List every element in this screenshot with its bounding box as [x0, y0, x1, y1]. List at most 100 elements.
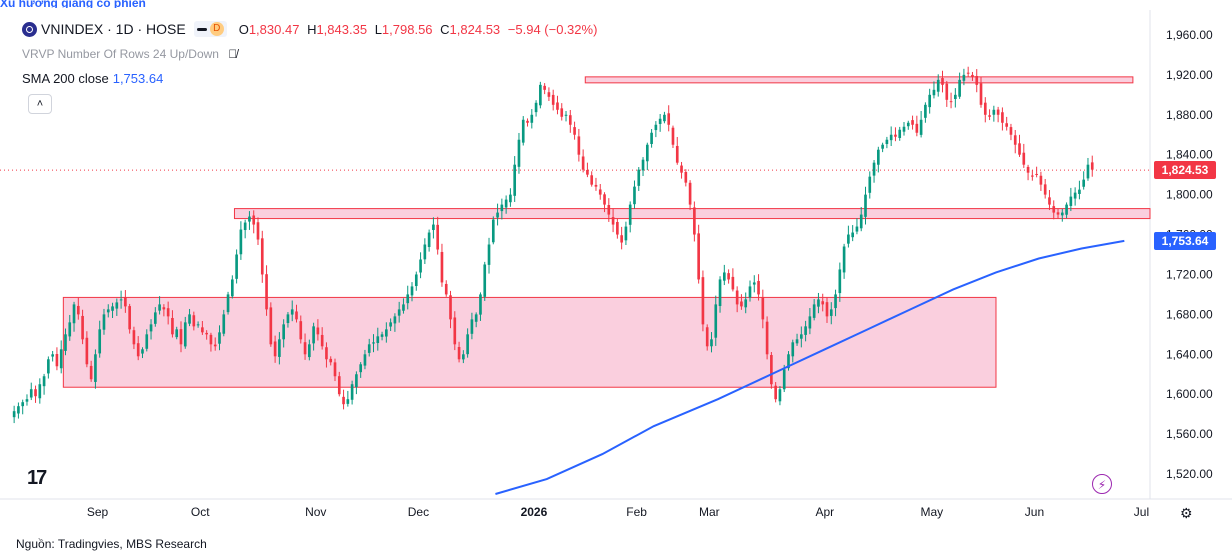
candle-body — [573, 127, 576, 135]
candle-body — [290, 309, 294, 315]
candle-body — [111, 306, 114, 311]
vrvp-indicator-label[interactable]: VRVP Number Of Rows 24 Up/Down 👁̸ — [22, 47, 237, 61]
candle-body — [872, 162, 876, 176]
candle-body — [1005, 123, 1009, 127]
x-tick-label: Sep — [87, 505, 109, 519]
candle-body — [705, 327, 709, 347]
candle-body — [611, 217, 615, 225]
candle-body — [346, 399, 350, 404]
candle-body — [919, 119, 923, 135]
candle-body — [72, 304, 76, 324]
candle-body — [59, 349, 63, 369]
candle-body — [1086, 164, 1090, 179]
candle-body — [641, 159, 645, 171]
candle-body — [479, 294, 482, 315]
candle-body — [851, 232, 854, 238]
candle-body — [427, 232, 431, 247]
candle-body — [85, 337, 89, 365]
candle-body — [102, 314, 106, 330]
candle-body — [432, 224, 435, 231]
candle-body — [1013, 135, 1017, 145]
candle-body — [299, 321, 303, 340]
support-zone-2 — [233, 208, 1151, 220]
candle-body — [958, 79, 961, 97]
y-tick-label: 1,520.00 — [1166, 467, 1213, 481]
gear-icon[interactable]: ⚙︎ — [1180, 505, 1193, 521]
candle-body — [598, 189, 602, 195]
candle-body — [864, 194, 867, 217]
candle-body — [564, 114, 568, 116]
candle-body — [718, 279, 722, 307]
candle-body — [278, 339, 281, 357]
sma-indicator-label[interactable]: SMA 200 close 1,753.64 — [22, 71, 163, 86]
candle-body — [12, 411, 16, 418]
candle-body — [906, 122, 910, 127]
candle-body — [534, 102, 538, 113]
candle-body — [509, 194, 512, 203]
ohlc-values: O1,830.47 H1,843.35 L1,798.56 C1,824.53 … — [235, 22, 598, 37]
candle-body — [55, 353, 59, 367]
candle-body — [286, 314, 290, 324]
x-tick-label: Feb — [626, 505, 647, 519]
candle-body — [932, 89, 936, 96]
candle-body — [800, 334, 803, 339]
candle-body — [752, 282, 756, 285]
candle-body — [620, 235, 623, 243]
candle-body — [624, 226, 628, 241]
candle-body — [761, 297, 765, 320]
candle-body — [252, 215, 256, 225]
candle-body — [166, 308, 170, 317]
candle-body — [693, 207, 696, 235]
candle-body — [406, 294, 410, 304]
candle-body — [975, 76, 979, 85]
candle-body — [628, 204, 632, 225]
candle-body — [81, 315, 84, 340]
candle-body — [1090, 162, 1094, 170]
candle-body — [616, 221, 619, 235]
candle-body — [141, 349, 144, 354]
candle-body — [894, 134, 897, 137]
candle-body — [954, 94, 957, 100]
candle-body — [842, 246, 846, 273]
candle-body — [791, 342, 795, 357]
market-status-pill[interactable]: D — [193, 21, 227, 37]
candle-body — [239, 229, 243, 255]
candle-body — [98, 329, 102, 354]
source-note: Nguồn: Tradingvies, MBS Research — [16, 537, 207, 551]
chevron-up-icon[interactable]: ˄ — [28, 94, 52, 114]
candle-body — [171, 317, 174, 335]
tradingview-logo[interactable]: 17 — [27, 467, 47, 489]
candle-body — [928, 94, 931, 108]
candle-body — [179, 329, 183, 345]
candle-body — [877, 149, 880, 165]
candle-body — [560, 108, 564, 117]
candle-body — [757, 280, 760, 295]
candle-body — [680, 165, 683, 173]
candle-body — [367, 344, 371, 353]
candle-body — [402, 304, 405, 311]
candle-body — [971, 74, 974, 77]
sma-label-value: 1,753.64 — [112, 71, 164, 86]
candle-body — [256, 222, 260, 240]
eye-crossed-icon[interactable]: 👁̸ — [228, 47, 238, 61]
candle-body — [804, 326, 807, 335]
symbol-title[interactable]: VNINDEX · 1D · HOSE — [41, 21, 186, 37]
lightning-icon[interactable]: ⚡︎ — [1092, 474, 1112, 494]
price-chart[interactable]: 1,520.00 1,560.00 1,600.00 1,640.00 1,680.00… — [0, 10, 1232, 534]
candle-body — [205, 332, 208, 335]
candle-body — [988, 115, 991, 117]
top-link-text[interactable]: Xu hướng giằng co phiên — [0, 0, 146, 8]
x-tick-label: Nov — [305, 505, 326, 519]
candle-body — [132, 330, 136, 345]
candle-body — [817, 299, 820, 307]
candle-body — [282, 324, 285, 340]
candle-body — [1078, 189, 1081, 194]
candle-body — [470, 319, 474, 334]
candle-body — [89, 365, 93, 380]
candle-body — [868, 176, 872, 193]
y-tick-label: 1,840.00 — [1166, 148, 1213, 162]
candle-body — [34, 389, 37, 397]
candle-body — [675, 145, 679, 163]
candle-body — [192, 315, 196, 327]
candle-body — [808, 316, 812, 329]
